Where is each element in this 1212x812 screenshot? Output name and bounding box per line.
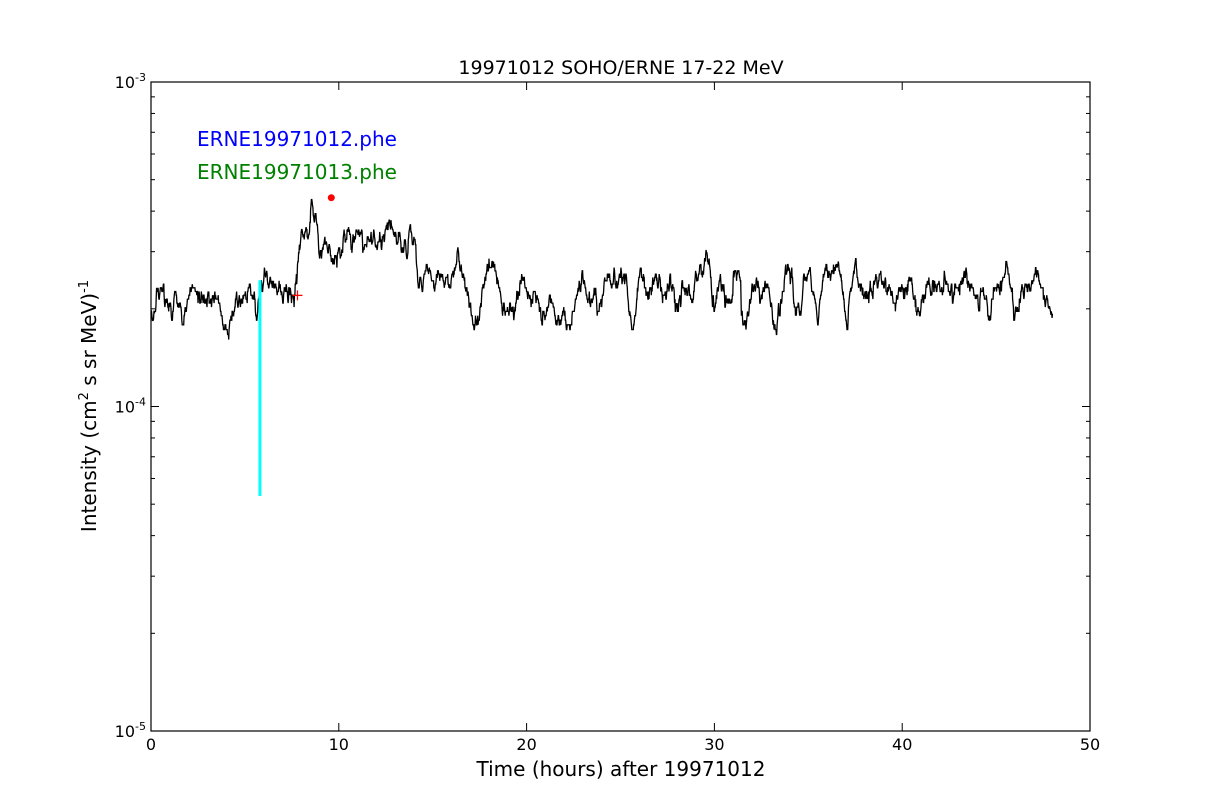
red-cross-marker xyxy=(292,290,303,301)
x-tick-label: 20 xyxy=(516,735,536,754)
x-axis-label: Time (hours) after 19971012 xyxy=(476,757,766,781)
red-point xyxy=(327,194,335,202)
chart-title: 19971012 SOHO/ERNE 17-22 MeV xyxy=(458,57,783,79)
axis-ticks: 0 10 20 30 40 50 10-5 10-4 10-3 xyxy=(115,71,1101,754)
x-tick-label: 40 xyxy=(892,735,912,754)
y-axis-label-sup2: -1 xyxy=(77,280,92,293)
y-axis-label-pre: Intensity (cm xyxy=(77,400,101,532)
x-tick-label: 10 xyxy=(329,735,349,754)
x-tick-label: 30 xyxy=(704,735,724,754)
y-tick-label: 10-5 xyxy=(115,720,146,741)
legend-entry-2: ERNE19971013.phe xyxy=(197,160,397,184)
smoothed-line xyxy=(150,198,1054,340)
x-tick-label: 50 xyxy=(1080,735,1100,754)
y-axis-label: Intensity (cm2 s sr MeV)-1 xyxy=(77,280,101,532)
y-axis-label-sup1: 2 xyxy=(77,392,92,400)
legend-entry-1: ERNE19971012.phe xyxy=(197,127,397,151)
x-tick-label: 0 xyxy=(146,735,156,754)
y-tick-label: 10-3 xyxy=(115,71,146,92)
y-axis-label-mid: s sr MeV) xyxy=(77,293,101,392)
y-tick-label: 10-4 xyxy=(115,396,146,417)
plot-area xyxy=(150,194,1054,496)
